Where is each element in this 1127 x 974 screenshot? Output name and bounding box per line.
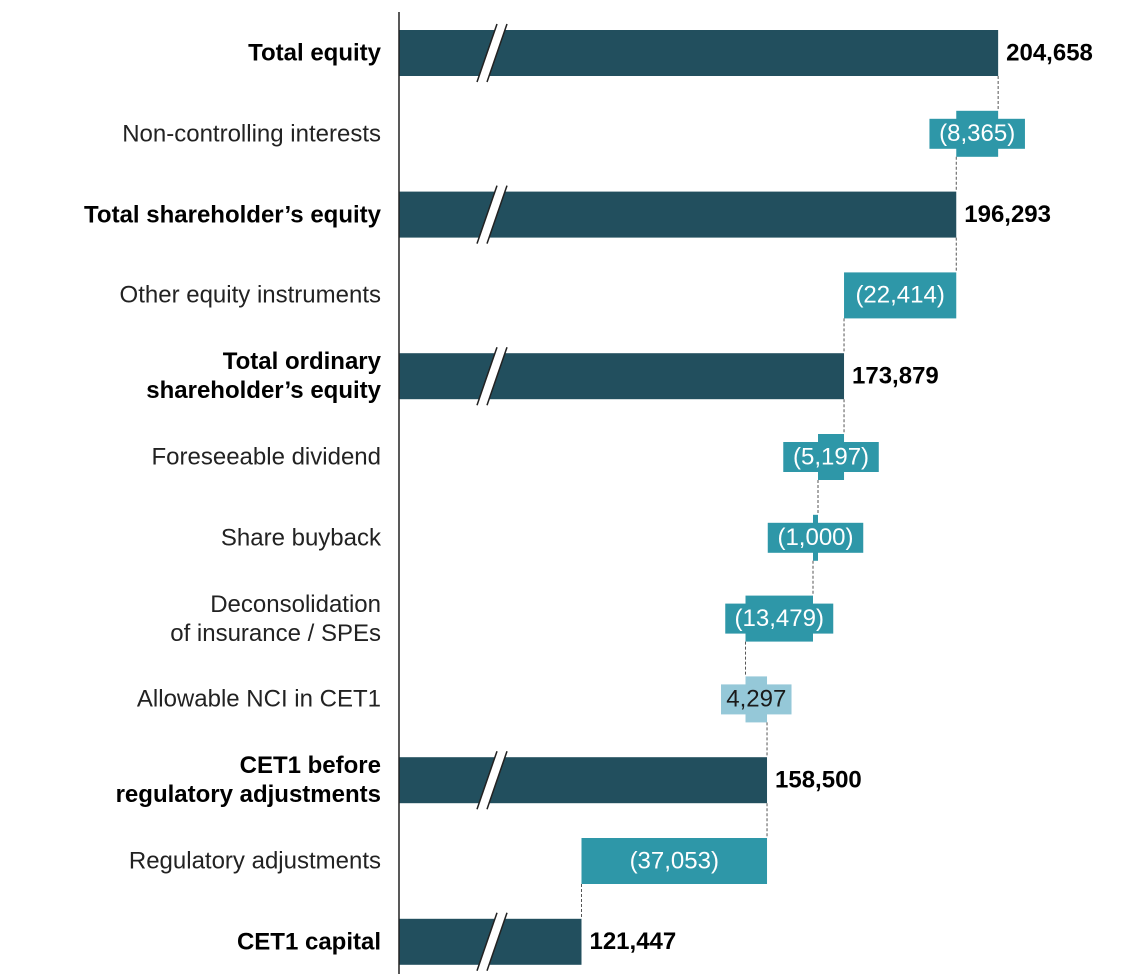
category-label: Total shareholder’s equity <box>84 201 381 229</box>
value-label: 204,658 <box>1006 39 1093 66</box>
value-label: 173,879 <box>852 363 939 390</box>
category-label: Share buyback <box>220 524 381 552</box>
bar <box>745 595 814 642</box>
value-label: (1,000) <box>777 524 853 551</box>
axis-break-line <box>476 346 498 406</box>
category-label: Total ordinary shareholder’s equity <box>146 348 381 405</box>
axis-break-line <box>476 23 498 83</box>
bar <box>818 434 845 480</box>
axis-break <box>477 912 507 971</box>
bar <box>813 514 819 561</box>
bar <box>745 676 768 723</box>
axis-break-line <box>486 185 508 244</box>
category-label: Regulatory adjustments <box>128 847 381 875</box>
axis-break <box>477 751 507 810</box>
category-label: Allowable NCI in CET1 <box>136 685 381 713</box>
bar <box>399 353 845 400</box>
value-label: (13,479) <box>735 605 824 632</box>
value-label: (22,414) <box>855 282 944 309</box>
value-label: 158,500 <box>775 767 862 794</box>
axis-break-line <box>476 185 498 244</box>
bar <box>399 757 768 804</box>
category-label: Non-controlling interests <box>122 120 381 148</box>
value-label: (37,053) <box>630 847 719 874</box>
axis-break <box>477 185 507 244</box>
axis-break-line <box>486 912 508 972</box>
category-label: Other equity instruments <box>119 281 381 309</box>
axis-break <box>477 24 507 82</box>
category-label: CET1 capital <box>236 928 381 956</box>
value-label: 121,447 <box>589 928 676 955</box>
value-label: 4,297 <box>726 686 786 713</box>
axis-break-line <box>486 750 508 810</box>
category-label: Deconsolidation of insurance / SPEs <box>170 590 381 647</box>
bar <box>581 838 768 884</box>
value-label: (5,197) <box>793 443 869 470</box>
category-label: CET1 before regulatory adjustments <box>115 752 381 809</box>
value-label: (8,365) <box>939 120 1015 147</box>
bar <box>956 110 999 157</box>
bar <box>844 272 957 319</box>
category-label: Total equity <box>248 39 381 67</box>
axis-break-line <box>486 23 508 83</box>
axis-break <box>477 347 507 406</box>
value-label: 196,293 <box>964 201 1051 228</box>
axis-break-line <box>486 346 508 406</box>
axis-break-line <box>476 912 498 972</box>
axis-break-line <box>476 750 498 810</box>
category-label: Foreseeable dividend <box>151 443 382 471</box>
